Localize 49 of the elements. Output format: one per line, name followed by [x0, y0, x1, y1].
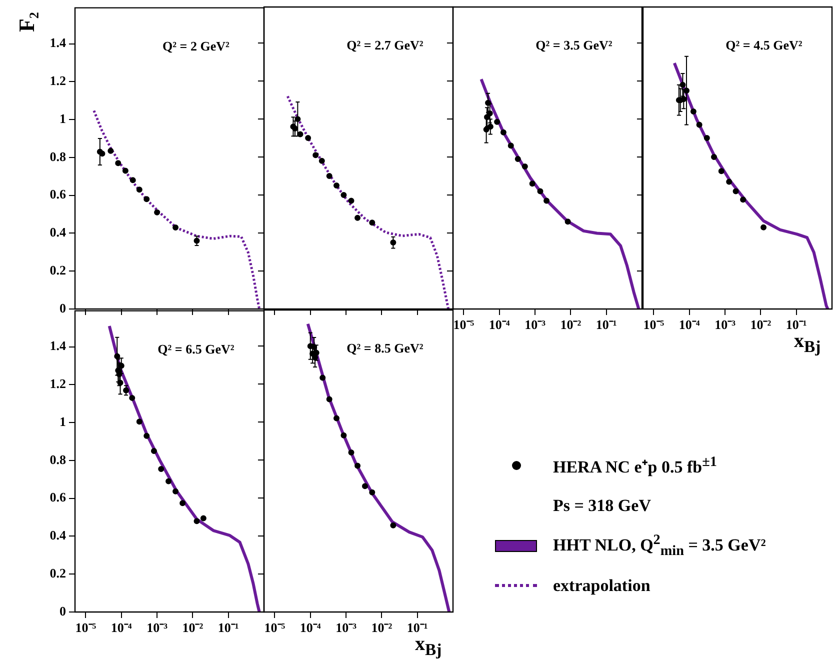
x-axis-title: x$_{Bj}$ [415, 633, 442, 659]
y-tick-label: 0.6 [50, 490, 66, 505]
annotation: Q² = 8.5 GeV² [346, 340, 424, 356]
annotation: Q² = 6.5 GeV² [158, 341, 234, 356]
x-tick-label: 10⁻¹ [406, 620, 428, 636]
y-tick-label: 0.8 [50, 452, 66, 467]
x-tick-label: 10⁻³ [146, 620, 168, 636]
x-tick-label: 10⁻⁵ [264, 620, 286, 636]
y-tick-label: 1.4 [50, 35, 66, 50]
x-tick-label: 10⁻² [750, 317, 772, 332]
x-tick-label: 10⁻⁴ [488, 317, 510, 332]
x-tick-label: 10⁻² [182, 620, 204, 636]
y-tick-label: 0.2 [50, 565, 66, 580]
y-tick-label: 0 [60, 300, 66, 316]
y-tick-label: 0.6 [50, 186, 66, 202]
y-tick-label: 0.2 [50, 262, 66, 278]
x-tick-label: 10⁻¹ [786, 317, 807, 332]
legend-label: HERA NC e⁺p 0.5 fb$^{±1}$ [553, 454, 717, 478]
annotation: Q² = 2 GeV² [162, 38, 230, 54]
y-tick-label: 1.2 [50, 73, 66, 88]
y-axis-title: F₂ [14, 12, 40, 32]
x-tick-label: 10⁻⁵ [75, 620, 96, 636]
y-tick-label: 1.2 [50, 376, 66, 392]
x-tick-label: 10⁻⁴ [110, 620, 132, 636]
x-tick-label: 10⁻¹ [218, 620, 239, 636]
x-tick-label: 10⁻² [560, 317, 582, 332]
annotation: Q² = 2.7 GeV² [346, 38, 424, 53]
annotation: Q² = 4.5 GeV² [726, 38, 802, 53]
x-tick-label: 10⁻¹ [596, 317, 617, 332]
y-tick-label: 0.4 [50, 224, 66, 240]
y-tick-label: 0.8 [50, 148, 66, 164]
x-tick-label: 10⁻⁴ [300, 620, 321, 636]
y-tick-label: 1.4 [50, 338, 66, 354]
x-tick-label: 10⁻³ [714, 317, 736, 332]
x-axis-title: x$_{Bj}$ [794, 330, 821, 356]
annotation: Q² = 3.5 GeV² [536, 38, 612, 53]
y-tick-label: 1 [60, 414, 66, 429]
x-tick-label: 10⁻³ [524, 317, 546, 332]
x-tick-label: 10⁻⁵ [643, 317, 664, 332]
y-tick-label: 1 [60, 110, 66, 126]
text: Ps = 318 GeV [552, 494, 652, 517]
y-tick-label: 0.4 [50, 528, 66, 543]
x-tick-label: 10⁻³ [336, 620, 357, 636]
text: extrapolation [553, 576, 650, 595]
x-tick-label: 10⁻⁴ [678, 317, 700, 332]
y-tick-label: 0 [60, 603, 66, 618]
legend-label: HHT NLO, Q$^{2}$$_{min}$ = 3.5 GeV² [553, 532, 766, 560]
x-tick-label: 10⁻² [371, 620, 392, 636]
x-tick-label: 10⁻⁵ [453, 317, 474, 332]
